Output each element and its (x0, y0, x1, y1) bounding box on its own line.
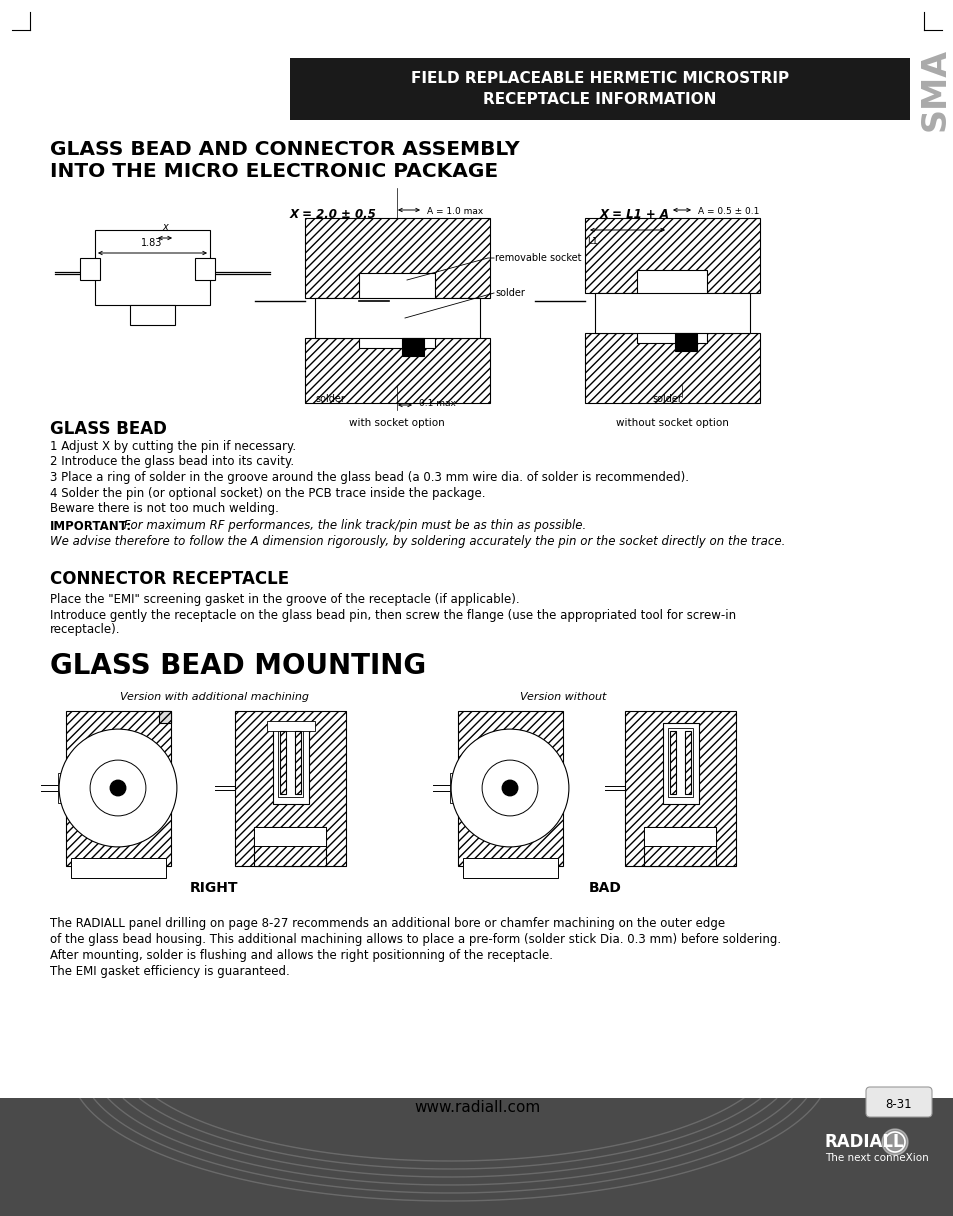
Text: For maximum RF performances, the link track/pin must be as thin as possible.: For maximum RF performances, the link tr… (120, 519, 586, 533)
Circle shape (59, 730, 176, 846)
Text: Version with additional machining: Version with additional machining (120, 692, 309, 703)
Text: SMA: SMA (918, 47, 950, 130)
Text: Version without: Version without (519, 692, 606, 703)
Bar (130, 305, 174, 325)
Bar (305, 218, 490, 298)
Text: The RADIALL panel drilling on page 8-27 recommends an additional bore or chamfer: The RADIALL panel drilling on page 8-27 … (50, 918, 724, 930)
Bar (159, 710, 171, 722)
Bar (595, 293, 749, 333)
Bar (624, 710, 735, 866)
Text: L1: L1 (586, 237, 598, 247)
Bar (280, 731, 286, 794)
Bar (584, 333, 760, 402)
Text: 1 Adjust X by cutting the pin if necessary.: 1 Adjust X by cutting the pin if necessa… (50, 440, 295, 454)
Text: solder: solder (651, 394, 681, 404)
Text: The next conneXion: The next conneXion (824, 1153, 928, 1162)
Text: GLASS BEAD AND CONNECTOR ASSEMBLY: GLASS BEAD AND CONNECTOR ASSEMBLY (50, 140, 519, 159)
Text: X = 2.0 ± 0.5: X = 2.0 ± 0.5 (290, 208, 376, 221)
Text: A = 0.5 ± 0.1: A = 0.5 ± 0.1 (698, 208, 759, 216)
Text: RADIALL: RADIALL (824, 1133, 903, 1152)
Text: INTO THE MICRO ELECTRONIC PACKAGE: INTO THE MICRO ELECTRONIC PACKAGE (50, 162, 497, 181)
Text: 3 Place a ring of solder in the groove around the glass bead (a 0.3 mm wire dia.: 3 Place a ring of solder in the groove a… (50, 471, 688, 484)
Text: Beware there is not too much welding.: Beware there is not too much welding. (50, 502, 278, 516)
Text: 4 Solder the pin (or optional socket) on the PCB trace inside the package.: 4 Solder the pin (or optional socket) on… (50, 486, 485, 500)
Bar (66, 710, 171, 866)
Bar (684, 731, 690, 794)
Text: www.radiall.com: www.radiall.com (414, 1100, 539, 1115)
Text: After mounting, solder is flushing and allows the right positionning of the rece: After mounting, solder is flushing and a… (50, 950, 553, 963)
Bar (401, 338, 423, 356)
Bar (462, 857, 558, 878)
Text: FIELD REPLACEABLE HERMETIC MICROSTRIP
RECEPTACLE INFORMATION: FIELD REPLACEABLE HERMETIC MICROSTRIP RE… (411, 71, 788, 107)
Bar (194, 258, 214, 280)
Text: 1.83: 1.83 (141, 238, 163, 248)
Bar (267, 721, 314, 731)
Bar (58, 773, 66, 803)
Bar (669, 731, 676, 794)
Text: x: x (162, 223, 168, 232)
Circle shape (90, 760, 146, 816)
Bar (643, 827, 716, 866)
Bar (290, 58, 909, 120)
Text: 0.1 max: 0.1 max (418, 399, 456, 407)
Text: GLASS BEAD: GLASS BEAD (50, 420, 167, 438)
Text: Place the "EMI" screening gasket in the groove of the receptacle (if applicable): Place the "EMI" screening gasket in the … (50, 592, 519, 606)
Circle shape (481, 760, 537, 816)
Bar (273, 722, 308, 804)
Text: X = L1 + A: X = L1 + A (599, 208, 669, 221)
Bar (457, 710, 562, 866)
Text: 2 Introduce the glass bead into its cavity.: 2 Introduce the glass bead into its cavi… (50, 456, 294, 468)
Circle shape (882, 1128, 907, 1155)
Text: removable socket: removable socket (495, 253, 581, 263)
Text: receptacle).: receptacle). (50, 624, 120, 636)
Bar (80, 258, 100, 280)
Text: We advise therefore to follow the A dimension rigorously, by soldering accuratel: We advise therefore to follow the A dime… (50, 535, 784, 548)
Text: IMPORTANT:: IMPORTANT: (50, 519, 132, 533)
Circle shape (501, 781, 517, 795)
Bar (305, 338, 490, 402)
Text: RIGHT: RIGHT (190, 880, 238, 895)
Text: solder: solder (495, 288, 524, 298)
Text: A = 1.0 max: A = 1.0 max (427, 208, 483, 216)
Circle shape (111, 781, 126, 795)
Circle shape (451, 730, 568, 846)
Bar (253, 827, 326, 866)
Text: solder: solder (314, 394, 345, 404)
Bar (450, 773, 457, 803)
Text: The EMI gasket efficiency is guaranteed.: The EMI gasket efficiency is guaranteed. (50, 966, 290, 979)
Text: CONNECTOR RECEPTACLE: CONNECTOR RECEPTACLE (50, 570, 289, 589)
Bar (277, 728, 302, 796)
Bar (314, 298, 479, 338)
Bar (234, 710, 346, 866)
Bar (95, 230, 210, 305)
Text: with socket option: with socket option (349, 418, 444, 428)
Bar (71, 857, 166, 878)
Text: 8-31: 8-31 (884, 1098, 911, 1110)
FancyBboxPatch shape (865, 1087, 931, 1118)
Bar (584, 218, 760, 293)
Bar (253, 827, 326, 846)
Text: of the glass bead housing. This additional machining allows to place a pre-form : of the glass bead housing. This addition… (50, 934, 781, 946)
Bar (667, 728, 692, 796)
Bar (662, 722, 698, 804)
Bar (294, 731, 300, 794)
Text: GLASS BEAD MOUNTING: GLASS BEAD MOUNTING (50, 653, 426, 681)
Bar (643, 827, 716, 846)
Text: Introduce gently the receptacle on the glass bead pin, then screw the flange (us: Introduce gently the receptacle on the g… (50, 608, 736, 621)
Bar (0, 1098, 953, 1216)
Text: without socket option: without socket option (615, 418, 728, 428)
Bar (637, 270, 706, 343)
Text: BAD: BAD (588, 880, 620, 895)
Bar (358, 274, 435, 348)
Bar (675, 333, 697, 351)
